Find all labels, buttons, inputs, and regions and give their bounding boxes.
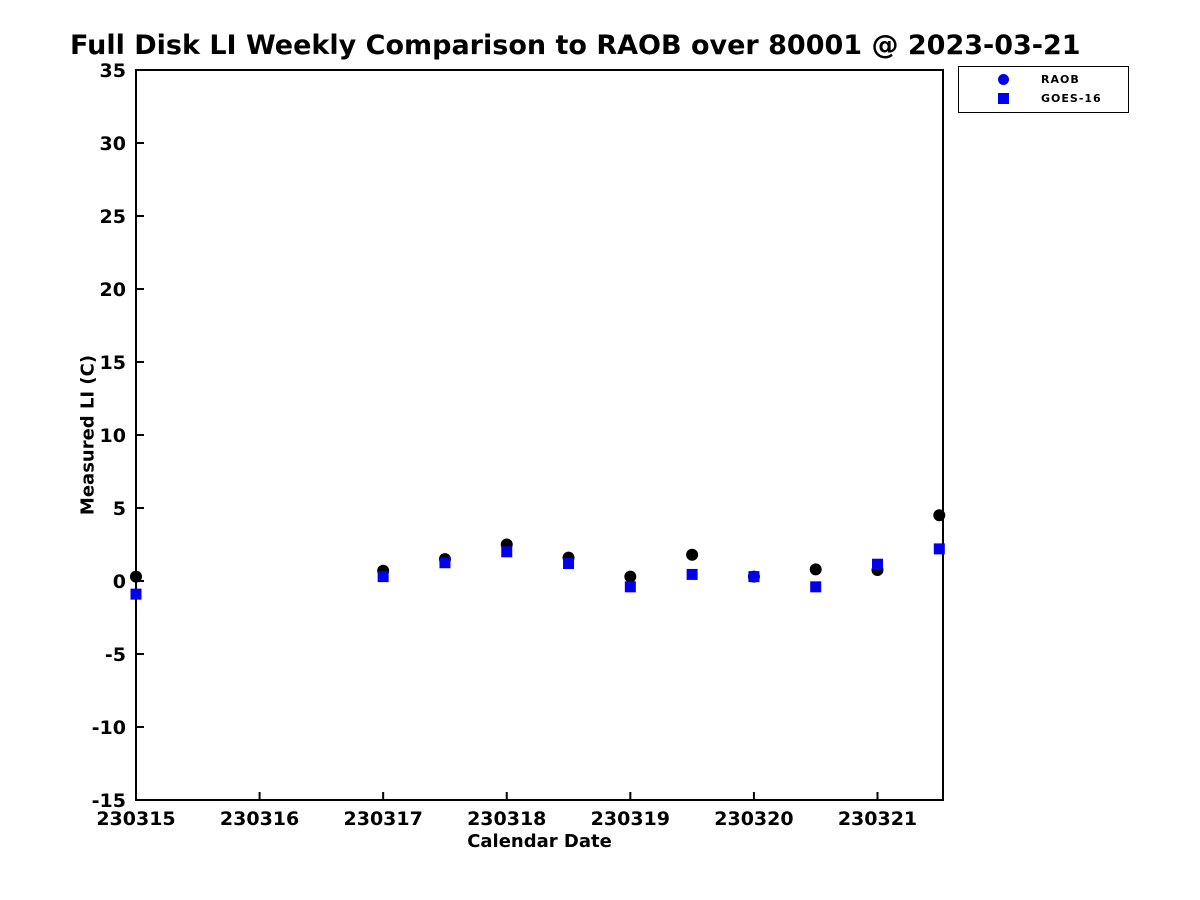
x-tick-label: 230315 [96, 808, 175, 830]
goes16-data-point [686, 568, 698, 580]
y-tick-label: 25 [100, 206, 126, 228]
legend-item-goes16: GOES-16 [959, 89, 1128, 108]
goes16-data-point [501, 546, 513, 558]
goes16-data-point [377, 571, 389, 583]
raob-legend-marker-icon [995, 74, 1011, 85]
y-tick-label: -10 [92, 717, 126, 739]
goes16-legend-marker-icon [995, 93, 1011, 104]
chart-title: Full Disk LI Weekly Comparison to RAOB o… [70, 30, 1081, 61]
y-tick-label: 30 [100, 133, 126, 155]
x-tick-label: 230317 [344, 808, 423, 830]
legend: RAOB GOES-16 [958, 66, 1129, 113]
raob-data-point [130, 570, 142, 583]
goes16-data-point [748, 571, 760, 583]
goes16-data-point [624, 581, 636, 593]
raob-data-point [624, 570, 637, 583]
x-axis-label: Calendar Date [467, 831, 612, 852]
y-tick-label: 15 [100, 352, 126, 374]
raob-data-point [809, 563, 822, 576]
legend-label-goes16: GOES-16 [1041, 92, 1102, 105]
y-tick-label: 35 [100, 60, 126, 82]
x-tick-label: 230318 [467, 808, 546, 830]
x-tick-label: 230320 [714, 808, 793, 830]
x-tick-label: 230316 [220, 808, 299, 830]
raob-data-point [686, 548, 699, 561]
y-tick-label: 5 [113, 498, 126, 520]
goes16-data-point [872, 558, 884, 570]
goes16-data-point [933, 543, 945, 555]
goes16-data-point [563, 557, 575, 569]
y-tick-label: 0 [113, 571, 126, 593]
goes16-data-point [130, 588, 142, 600]
y-tick-label: 10 [100, 425, 126, 447]
raob-data-point [933, 509, 946, 522]
y-tick-label: -15 [92, 790, 126, 812]
y-tick-label: -5 [105, 644, 126, 666]
y-tick-label: 20 [100, 279, 126, 301]
goes16-data-point [439, 557, 451, 569]
plot-box [135, 69, 944, 801]
goes16-data-point [810, 581, 822, 593]
legend-item-raob: RAOB [959, 70, 1128, 89]
x-tick-label: 230319 [591, 808, 670, 830]
legend-label-raob: RAOB [1041, 73, 1080, 86]
x-tick-label: 230321 [838, 808, 917, 830]
